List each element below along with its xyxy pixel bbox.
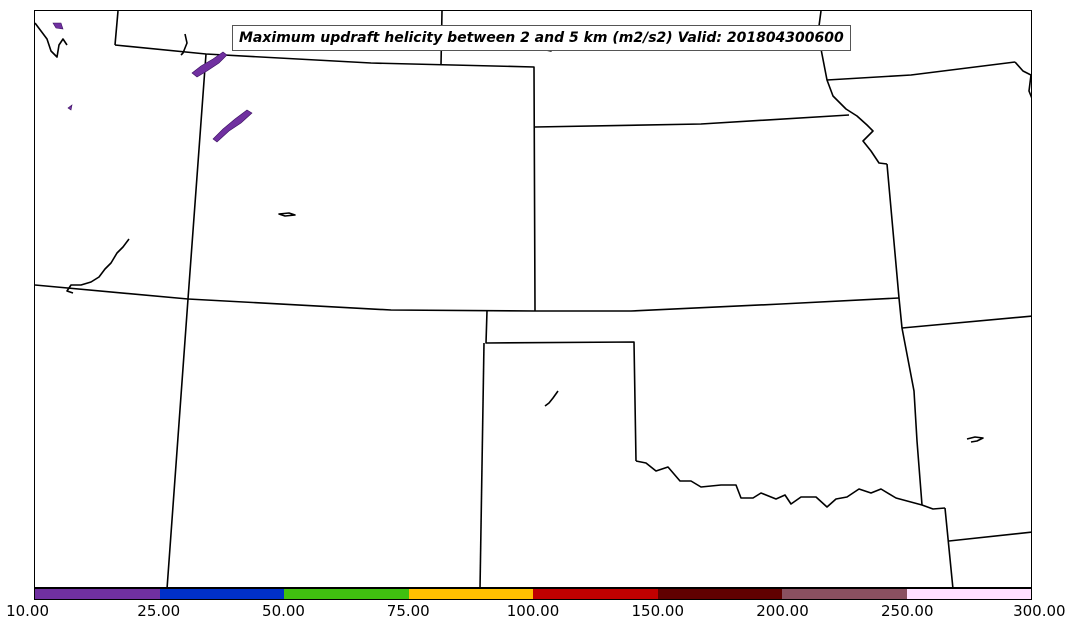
state-border: [1014, 61, 1031, 99]
map-frame: Maximum updraft helicity between 2 and 5…: [34, 10, 1032, 588]
colorbar-segment: [159, 589, 284, 599]
colorbar-tick-label: 300.00: [1013, 602, 1066, 620]
map-title: Maximum updraft helicity between 2 and 5…: [232, 25, 851, 51]
colorbar-segment: [408, 589, 533, 599]
lake-outline: [278, 212, 296, 217]
state-border: [479, 342, 485, 587]
helicity-swath: [212, 109, 253, 143]
state-border: [901, 315, 1031, 329]
lake-outline: [966, 436, 984, 443]
state-border: [485, 310, 637, 462]
colorbar-segment: [782, 589, 907, 599]
colorbar-tick-label: 25.00: [137, 602, 181, 620]
state-border: [114, 11, 119, 46]
state-border: [826, 61, 1016, 81]
colorbar-tick-label: 50.00: [262, 602, 305, 620]
colorbar: [34, 588, 1032, 600]
state-border: [886, 163, 923, 506]
river-border: [635, 460, 946, 510]
colorbar-tick-label: 10.00: [6, 602, 50, 620]
state-border: [948, 531, 1031, 542]
lake-outline: [544, 390, 559, 407]
colorbar-segment: [35, 589, 160, 599]
colorbar-tick-label: 250.00: [881, 602, 934, 620]
colorbar-tick-label: 150.00: [631, 602, 685, 620]
lake-outline: [180, 33, 188, 56]
colorbar-segment: [533, 589, 658, 599]
state-border: [944, 507, 954, 587]
colorbar-segment: [284, 589, 409, 599]
helicity-swath: [67, 104, 73, 111]
helicity-swath: [52, 22, 64, 30]
colorbar-segment: [657, 589, 782, 599]
helicity-swath: [191, 51, 228, 78]
lake-outline: [35, 22, 68, 58]
colorbar-tick-label: 100.00: [506, 602, 560, 620]
colorbar-tick-label: 200.00: [756, 602, 809, 620]
map-canvas: [35, 11, 1031, 587]
lake-outline: [66, 238, 130, 294]
colorbar-tick-label: 75.00: [386, 602, 430, 620]
state-border: [534, 114, 850, 128]
state-border: [35, 284, 900, 312]
colorbar-segment: [906, 589, 1031, 599]
state-border: [114, 44, 536, 312]
state-border: [166, 53, 207, 587]
